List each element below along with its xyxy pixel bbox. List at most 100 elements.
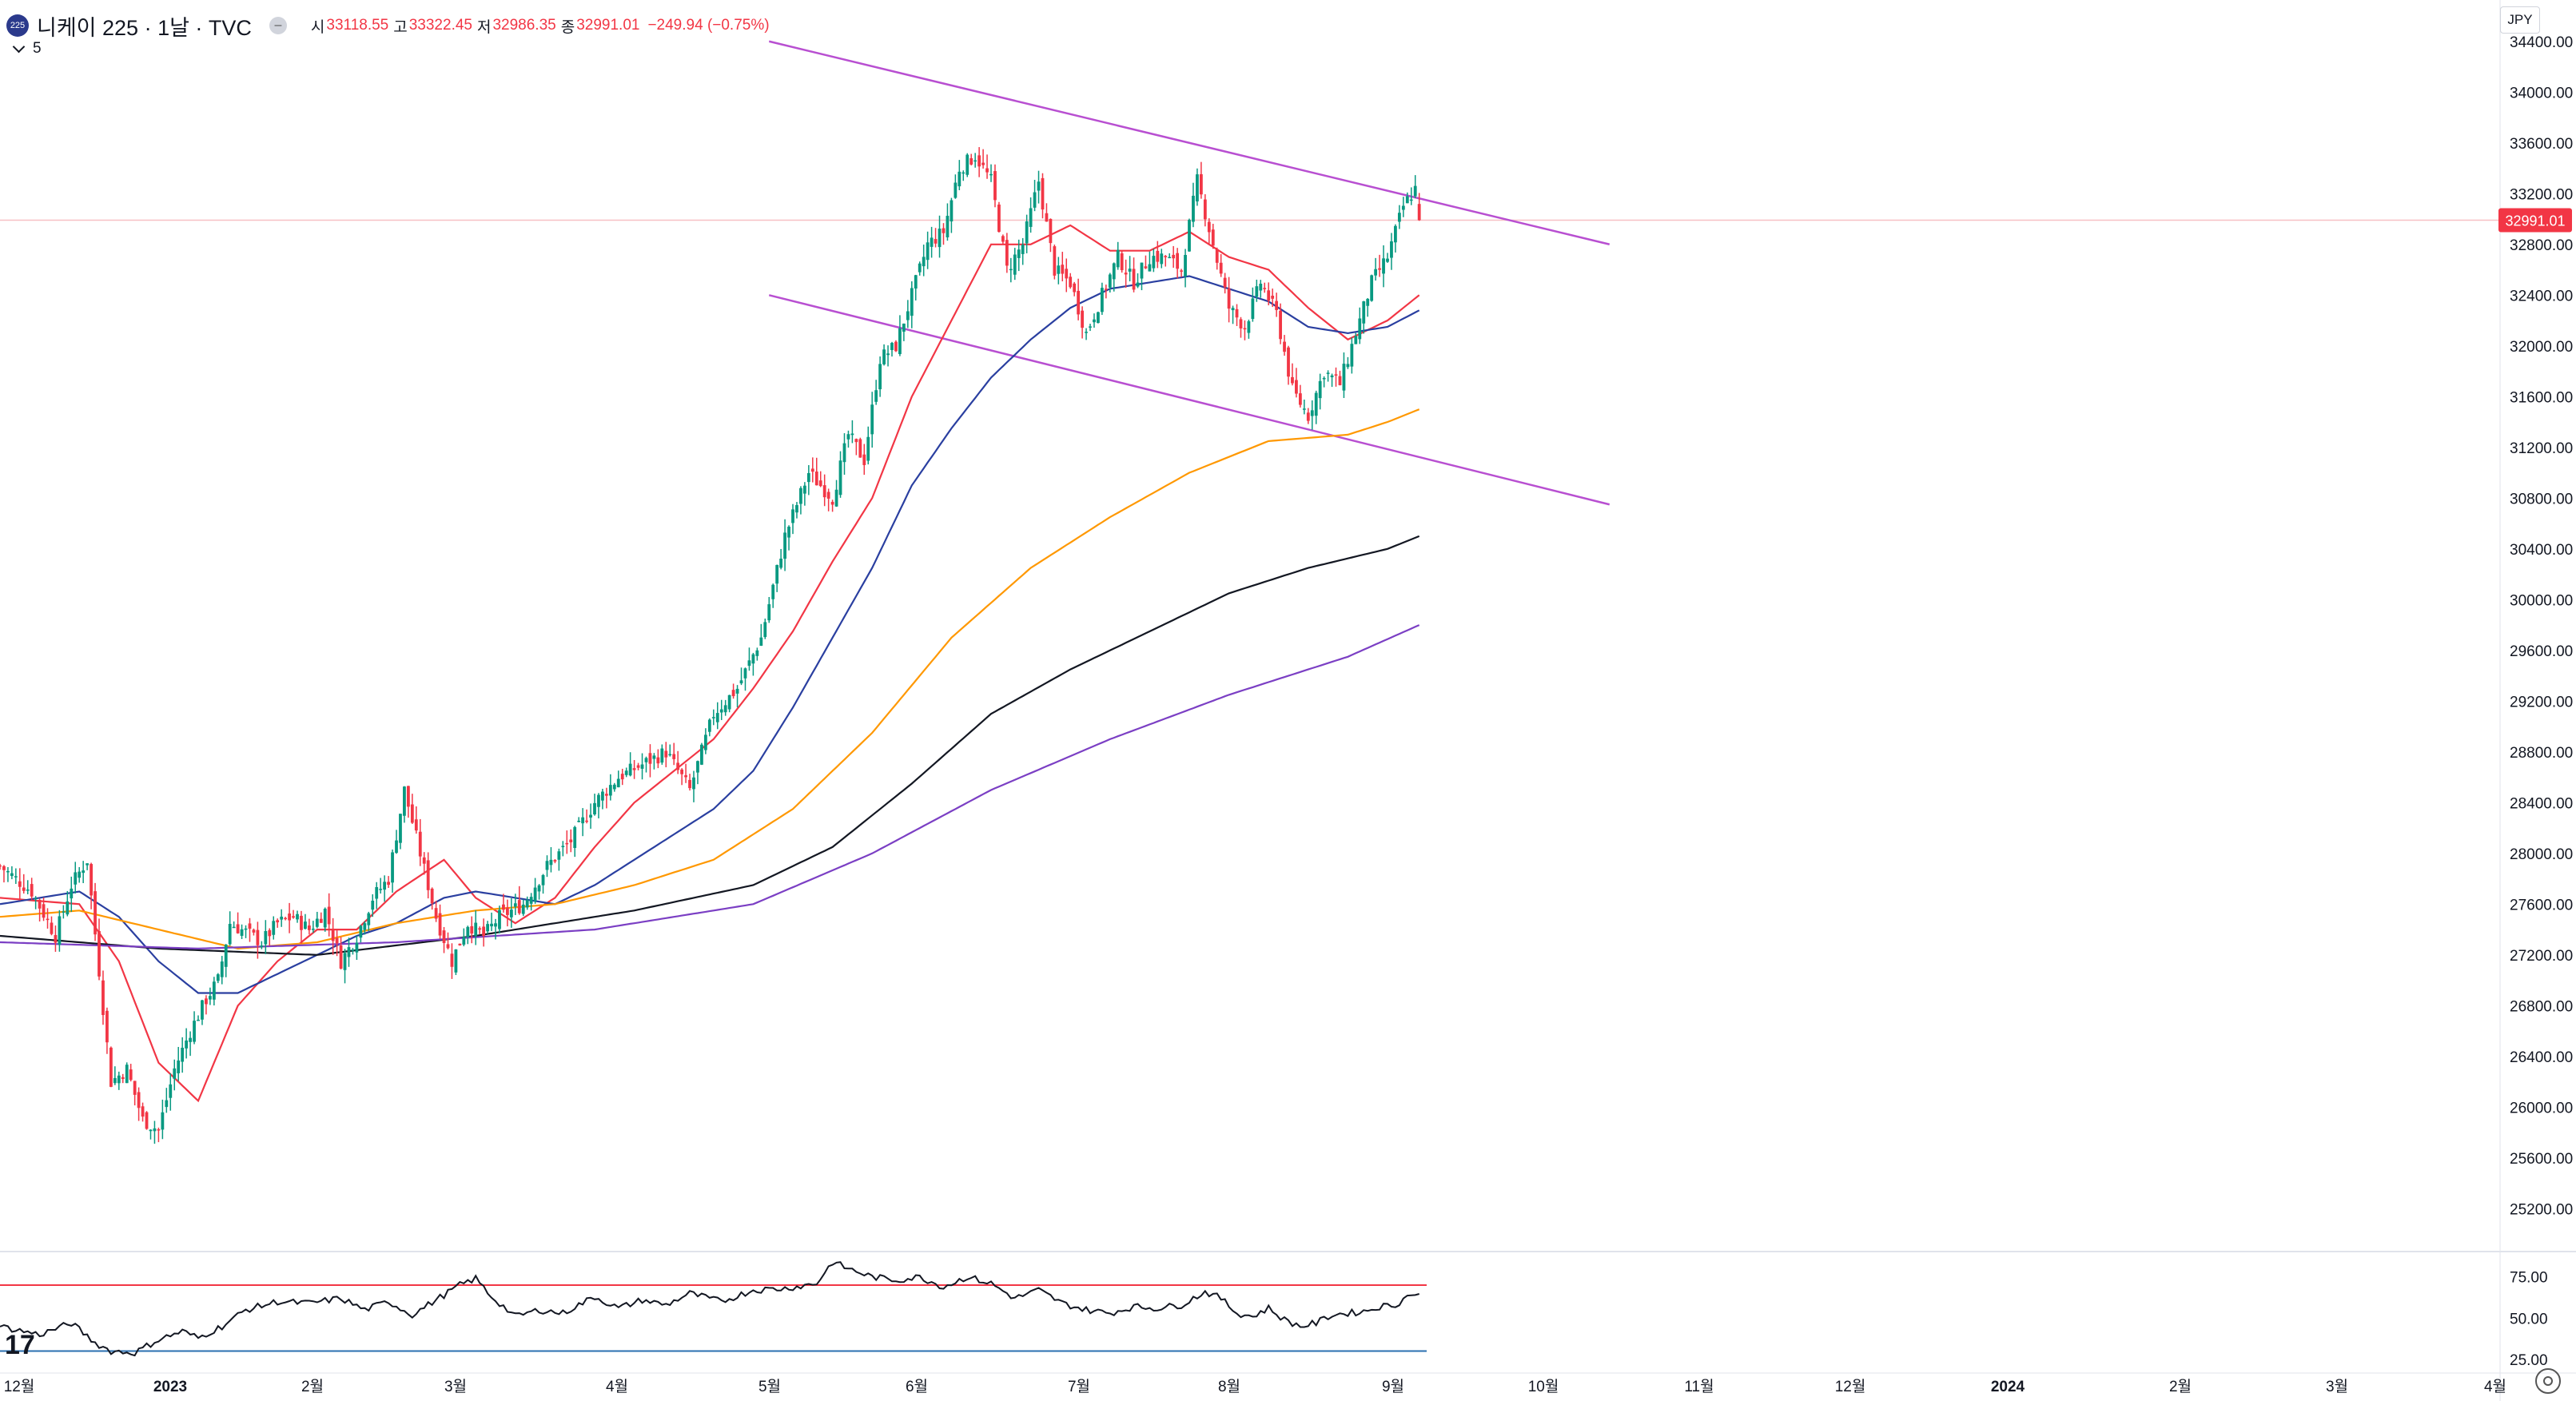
- candle-body: [878, 364, 882, 390]
- time-tick-label: 10월: [1528, 1378, 1559, 1395]
- candle-body: [197, 1019, 200, 1021]
- candle-body: [363, 923, 367, 930]
- price-pane[interactable]: [0, 40, 2500, 1144]
- candle-body: [1132, 269, 1136, 290]
- candle-body: [692, 777, 695, 790]
- rsi-tick-label: 75.00: [2510, 1270, 2548, 1287]
- candle-body: [565, 842, 569, 845]
- candle-body: [533, 887, 537, 901]
- close-label: 종: [560, 18, 575, 36]
- candle-body: [70, 888, 74, 899]
- symbol-title[interactable]: 니케이 225 · 1날 · TVC: [37, 15, 252, 40]
- candle-body: [723, 705, 727, 713]
- low-label: 저: [476, 18, 492, 36]
- candle-body: [1069, 277, 1073, 288]
- candle-body: [688, 779, 691, 789]
- tradingview-logo: 17: [5, 1330, 35, 1360]
- candle-body: [430, 888, 434, 904]
- candle-body: [529, 897, 533, 904]
- candle-body: [537, 885, 541, 892]
- candle-body: [1104, 289, 1108, 290]
- open-label: 시: [310, 18, 325, 36]
- candle-body: [517, 900, 521, 913]
- candle-body: [1144, 266, 1148, 269]
- candle-body: [177, 1060, 181, 1073]
- candle-body: [950, 200, 954, 222]
- candle-body: [327, 906, 331, 925]
- candle-body: [236, 924, 240, 933]
- candle-body: [922, 257, 926, 267]
- candle-body: [739, 680, 743, 684]
- candle-body: [632, 768, 636, 770]
- candle-body: [1033, 192, 1037, 208]
- candle-body: [958, 171, 962, 187]
- candle-body: [1390, 241, 1393, 258]
- candle-body: [129, 1069, 133, 1081]
- indicator-row[interactable]: 5: [11, 37, 42, 61]
- candle-body: [220, 961, 224, 977]
- candle-body: [78, 871, 82, 878]
- candle-body: [1156, 250, 1160, 262]
- candle-body: [42, 904, 46, 918]
- candle-body: [1350, 344, 1354, 367]
- candle-body: [1152, 256, 1156, 269]
- candle-body: [1053, 246, 1057, 276]
- candle-body: [985, 168, 989, 173]
- settings-gear-icon[interactable]: [2535, 1368, 2561, 1394]
- candle-body: [1061, 265, 1065, 274]
- candle-body: [680, 769, 684, 774]
- price-tick-label: 29200.00: [2510, 694, 2573, 710]
- currency-badge[interactable]: JPY: [2500, 6, 2540, 34]
- candle-body: [1005, 240, 1009, 266]
- candle-body: [1382, 258, 1385, 274]
- candle-body: [268, 929, 272, 937]
- candle-body: [1116, 249, 1120, 268]
- candle-body: [779, 559, 783, 568]
- candle-body: [165, 1100, 169, 1108]
- candle-body: [993, 171, 997, 201]
- candle-body: [117, 1075, 121, 1084]
- candle-body: [466, 926, 470, 937]
- candle-body: [1065, 269, 1069, 279]
- candle-body: [498, 909, 501, 929]
- symbol-header: 225 니케이 225 · 1날 · TVC – 시 33118.55 고 33…: [6, 8, 770, 43]
- price-tick-label: 26800.00: [2510, 998, 2573, 1015]
- candle-body: [1378, 268, 1381, 270]
- candle-body: [942, 228, 946, 233]
- price-tick-label: 33200.00: [2510, 186, 2573, 203]
- candle-body: [1207, 221, 1211, 233]
- time-tick-label: 2월: [2169, 1378, 2192, 1395]
- candle-body: [315, 918, 319, 927]
- candle-body: [906, 311, 910, 320]
- time-tick-label: 5월: [758, 1378, 781, 1395]
- high-value: 33322.45: [408, 17, 472, 34]
- candle-body: [339, 945, 343, 969]
- candle-body: [1358, 318, 1362, 340]
- candle-body: [260, 945, 264, 947]
- candle-body: [561, 846, 565, 847]
- indicator-count: 5: [33, 40, 42, 57]
- candle-body: [414, 819, 418, 831]
- candle-body: [193, 1021, 196, 1042]
- candle-body: [1192, 195, 1195, 222]
- candle-body: [1176, 253, 1180, 269]
- minus-circle-icon[interactable]: –: [269, 17, 287, 34]
- candle-body: [1374, 269, 1378, 276]
- candle-body: [1077, 290, 1081, 315]
- chevron-down-icon[interactable]: [12, 40, 26, 53]
- candle-body: [589, 814, 592, 818]
- candle-body: [276, 920, 280, 923]
- candle-body: [22, 887, 26, 891]
- candle-body: [684, 775, 687, 778]
- candle-body: [763, 622, 767, 638]
- price-tick-label: 30000.00: [2510, 592, 2573, 609]
- candle-body: [311, 929, 315, 930]
- price-tick-label: 31600.00: [2510, 389, 2573, 406]
- candle-body: [707, 719, 711, 732]
- candle-body: [1251, 298, 1255, 320]
- time-tick-label: 9월: [1382, 1378, 1404, 1395]
- candle-body: [696, 761, 699, 773]
- candle-body: [395, 840, 398, 854]
- candle-body: [359, 925, 363, 938]
